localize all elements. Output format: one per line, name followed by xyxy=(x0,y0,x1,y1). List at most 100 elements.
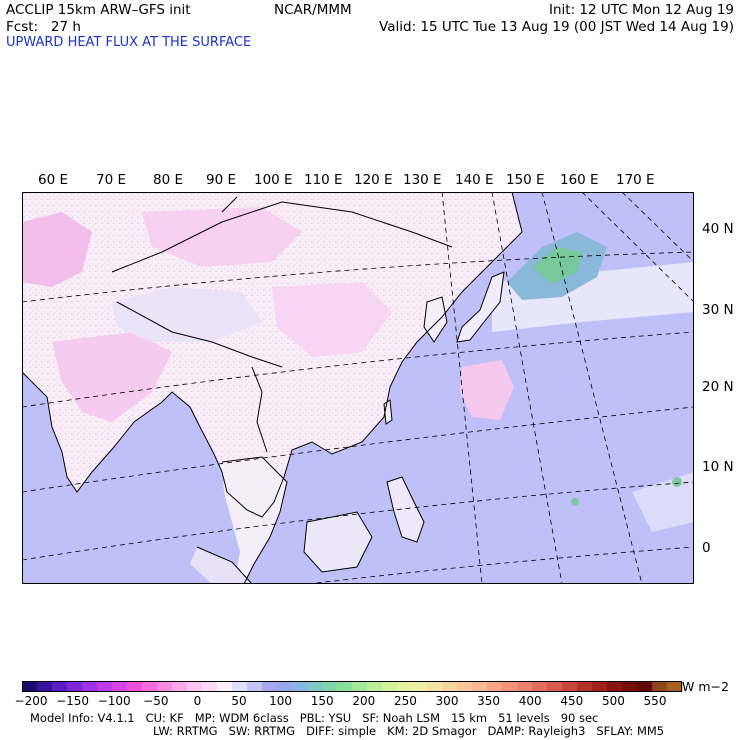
colorbar-swatch xyxy=(52,681,68,692)
colorbar-swatch xyxy=(187,681,203,692)
lon-label: 110 E xyxy=(304,172,343,188)
colorbar-swatch xyxy=(112,681,128,692)
colorbar-swatch xyxy=(232,681,248,692)
plateau-area xyxy=(112,287,262,342)
model-info-line-2: LW: RRTMG SW: RRTMG DIFF: simple KM: 2D … xyxy=(153,724,664,738)
colorbar-swatch xyxy=(382,681,398,692)
high-flux-spot xyxy=(672,477,682,487)
colorbar-tick-label: 50 xyxy=(231,694,247,708)
country-border xyxy=(116,301,283,368)
colorbar-swatch xyxy=(397,681,413,692)
coastline xyxy=(383,399,393,425)
sumatra-land xyxy=(190,547,252,584)
colorbar-tick-label: −50 xyxy=(143,694,169,708)
colorbar-swatch xyxy=(547,681,563,692)
model-info-item: 15 km xyxy=(450,711,499,725)
colorbar-swatch xyxy=(322,681,338,692)
colorbar-swatch xyxy=(472,681,488,692)
lon-label: 60 E xyxy=(38,172,68,188)
lon-label: 80 E xyxy=(153,172,183,188)
country-border xyxy=(251,366,268,453)
colorbar-tick-label: −100 xyxy=(97,694,131,708)
colorbar-swatch xyxy=(667,681,683,692)
colorbar-swatch xyxy=(412,681,428,692)
model-info-item: DIFF: simple xyxy=(306,724,388,738)
colorbar-tick-label: 550 xyxy=(643,694,667,708)
coastline xyxy=(386,476,425,543)
colorbar-swatch xyxy=(82,681,98,692)
lon-label: 140 E xyxy=(455,172,494,188)
colorbar-tick-label: 300 xyxy=(435,694,459,708)
graticule-line xyxy=(621,192,694,263)
colorbar-swatch xyxy=(337,681,353,692)
country-border xyxy=(111,201,453,273)
pink-flux-area xyxy=(52,332,172,422)
borneo-land xyxy=(304,512,372,572)
coastline xyxy=(303,511,373,573)
model-info-item: KM: 2D Smagor xyxy=(387,724,488,738)
lat-label: 20 N xyxy=(702,379,734,395)
lat-label: 10 N xyxy=(702,459,734,475)
coastline xyxy=(221,456,288,584)
philippines-land xyxy=(387,477,424,542)
colorbar-tick-label: 250 xyxy=(393,694,417,708)
graticule-line xyxy=(441,192,483,584)
colorbar-swatch xyxy=(592,681,608,692)
colorbar-swatch xyxy=(142,681,158,692)
japan-land xyxy=(457,272,504,342)
lon-label: 120 E xyxy=(354,172,393,188)
pink-flux-area xyxy=(142,207,302,267)
high-flux-core xyxy=(532,247,582,284)
colorbar-unit: W m−2 xyxy=(682,679,729,694)
model-info-item: SW: RRTMG xyxy=(228,724,307,738)
colorbar-swatch xyxy=(247,681,263,692)
colorbar xyxy=(22,681,683,692)
colorbar-tick-label: 150 xyxy=(310,694,334,708)
colorbar-swatch xyxy=(532,681,548,692)
model-info-item: LW: RRTMG xyxy=(153,724,229,738)
pink-flux-area xyxy=(460,360,514,420)
model-info-item: 51 levels xyxy=(498,711,561,725)
model-info-item: DAMP: Rayleigh3 xyxy=(487,724,597,738)
pink-flux-area xyxy=(272,282,392,357)
colorbar-swatch xyxy=(457,681,473,692)
colorbar-tick-label: 500 xyxy=(601,694,625,708)
colorbar-swatch xyxy=(157,681,173,692)
high-flux-spot xyxy=(571,498,579,506)
colorbar-tick-label: 100 xyxy=(269,694,293,708)
colorbar-swatch xyxy=(637,681,653,692)
colorbar-swatch xyxy=(427,681,443,692)
colorbar-swatch xyxy=(22,681,38,692)
ocean-patch xyxy=(632,472,694,532)
graticule-line xyxy=(22,251,694,303)
colorbar-swatch xyxy=(442,681,458,692)
colorbar-swatch xyxy=(277,681,293,692)
model-info-item: SF: Noah LSM xyxy=(362,711,451,725)
colorbar-swatch xyxy=(352,681,368,692)
graticule-line xyxy=(22,331,694,408)
colorbar-tick-label: −150 xyxy=(56,694,90,708)
asia-land xyxy=(22,192,522,517)
colorbar-swatch xyxy=(262,681,278,692)
colorbar-tick-label: −200 xyxy=(14,694,48,708)
lat-label: 0 xyxy=(702,540,711,556)
colorbar-swatch xyxy=(97,681,113,692)
colorbar-tick-label: 350 xyxy=(477,694,501,708)
graticule-line xyxy=(541,192,643,584)
colorbar-swatch xyxy=(217,681,233,692)
coastline xyxy=(456,271,505,343)
colorbar-swatch xyxy=(127,681,143,692)
colorbar-swatch xyxy=(577,681,593,692)
lon-label: 70 E xyxy=(96,172,126,188)
colorbar-swatch xyxy=(202,681,218,692)
lon-label: 170 E xyxy=(616,172,655,188)
valid-time: Valid: 15 UTC Tue 13 Aug 19 (00 JST Wed … xyxy=(379,19,734,35)
model-info-item: CU: KF xyxy=(145,711,195,725)
colorbar-swatch xyxy=(292,681,308,692)
model-info-line-1: Model Info: V4.1.1 CU: KF MP: WDM 6class… xyxy=(30,711,598,725)
colorbar-swatch xyxy=(37,681,53,692)
colorbar-tick-label: 200 xyxy=(352,694,376,708)
graticule-line xyxy=(581,192,694,303)
graticule-line xyxy=(491,192,563,584)
lat-label: 40 N xyxy=(702,221,734,237)
